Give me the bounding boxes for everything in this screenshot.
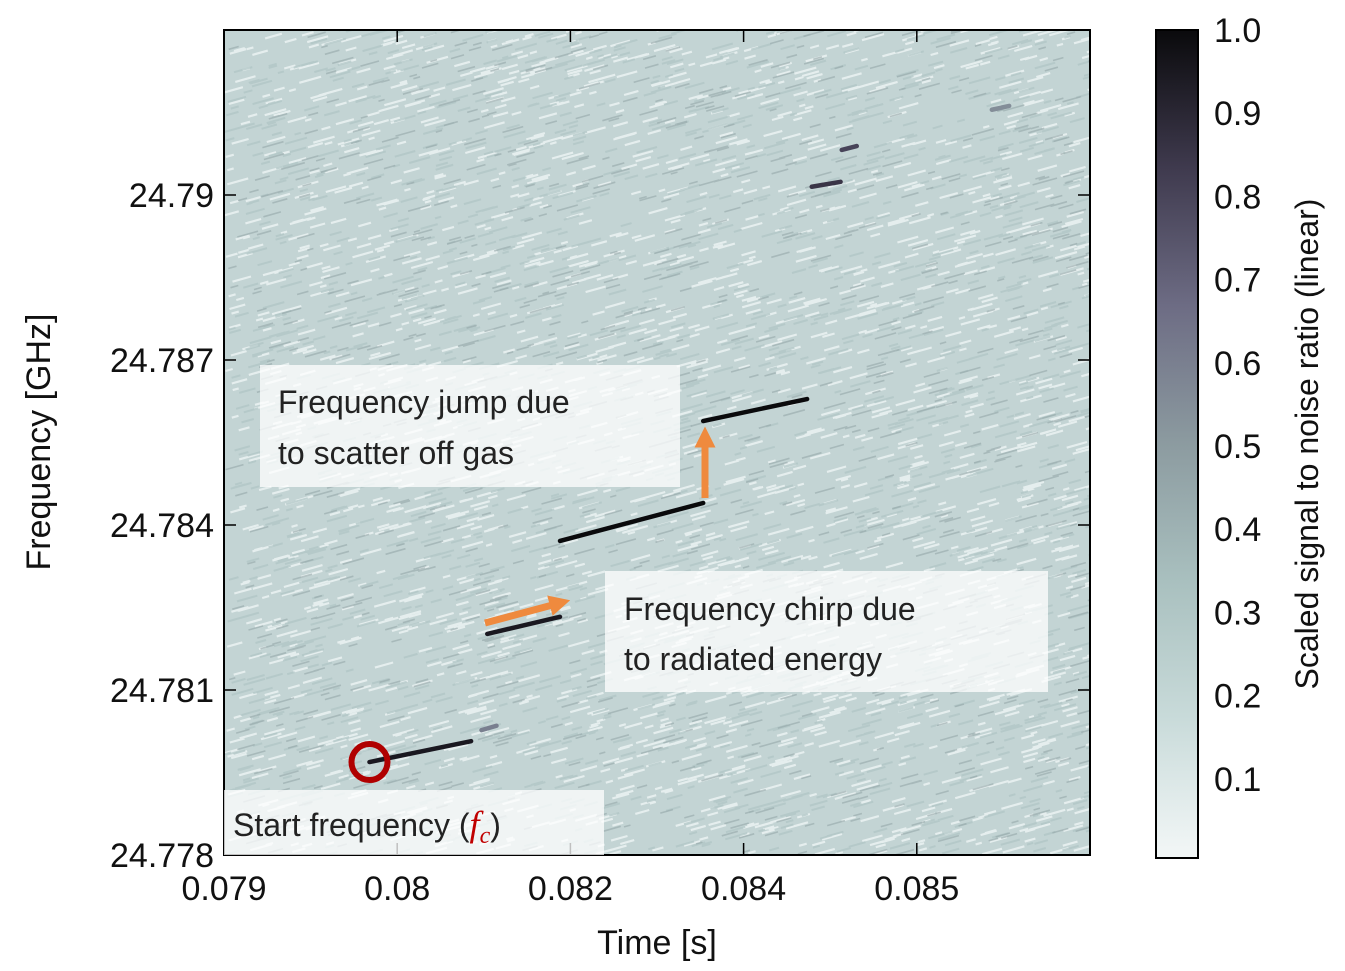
y-tick-label: 24.79 <box>129 177 214 215</box>
y-tick-label: 24.787 <box>110 342 214 380</box>
x-tick-label: 0.08 <box>364 870 430 908</box>
signal-track <box>989 103 1012 112</box>
annotation-box <box>605 571 1048 692</box>
signal-track <box>809 179 843 189</box>
y-tick-label: 24.781 <box>110 672 214 710</box>
annotation-text: ) <box>490 807 501 843</box>
colorbar-tick-label: 0.5 <box>1214 428 1261 466</box>
colorbar-tick-label: 1.0 <box>1214 12 1261 50</box>
annotation-text: to radiated energy <box>624 641 882 677</box>
start-marker <box>348 741 391 784</box>
annotation-text: Frequency chirp due <box>624 591 916 627</box>
colorbar-tick-label: 0.3 <box>1214 594 1261 632</box>
plot-frame <box>223 29 1091 856</box>
x-tick-label: 0.085 <box>874 870 959 908</box>
annotation-text: Start frequency (fc) <box>233 804 501 849</box>
colorbar-tick-label: 0.7 <box>1214 262 1261 300</box>
signal-track <box>485 614 563 637</box>
annotation-text: Start frequency ( <box>233 807 470 843</box>
colorbar-tick-label: 0.6 <box>1214 345 1261 383</box>
signal-track <box>479 723 499 733</box>
annotation-subscript: c <box>480 823 491 849</box>
x-tick-label: 0.079 <box>181 870 266 908</box>
annotation-box <box>260 365 680 487</box>
colorbar-tick-label: 0.9 <box>1214 95 1261 133</box>
annotation-box <box>224 790 604 855</box>
annotation-text: Frequency jump due <box>278 384 570 420</box>
colorbar-tick-label: 0.4 <box>1214 511 1261 549</box>
annotation-text: to scatter off gas <box>278 435 514 471</box>
colorbar <box>1155 29 1199 859</box>
arrow <box>484 595 571 627</box>
y-axis-label: Frequency [GHz] <box>20 314 58 571</box>
signal-track <box>557 500 706 544</box>
axes: 0.079 0.08 0.082 0.084 0.085 24.778 24.781 24.7… <box>110 12 1261 908</box>
signal-track <box>839 143 860 153</box>
y-tick-label: 24.784 <box>110 507 214 545</box>
signal-track <box>700 396 810 424</box>
colorbar-tick-label: 0.1 <box>1214 761 1261 799</box>
x-axis-label: Time [s] <box>597 924 717 962</box>
y-tick-label: 24.778 <box>110 837 214 875</box>
colorbar-tick-label: 0.2 <box>1214 678 1261 716</box>
colorbar-tick-label: 0.8 <box>1214 178 1261 216</box>
colorbar-label: Scaled signal to noise ratio (linear) <box>1289 199 1325 690</box>
x-tick-label: 0.084 <box>701 870 786 908</box>
x-tick-label: 0.082 <box>528 870 613 908</box>
